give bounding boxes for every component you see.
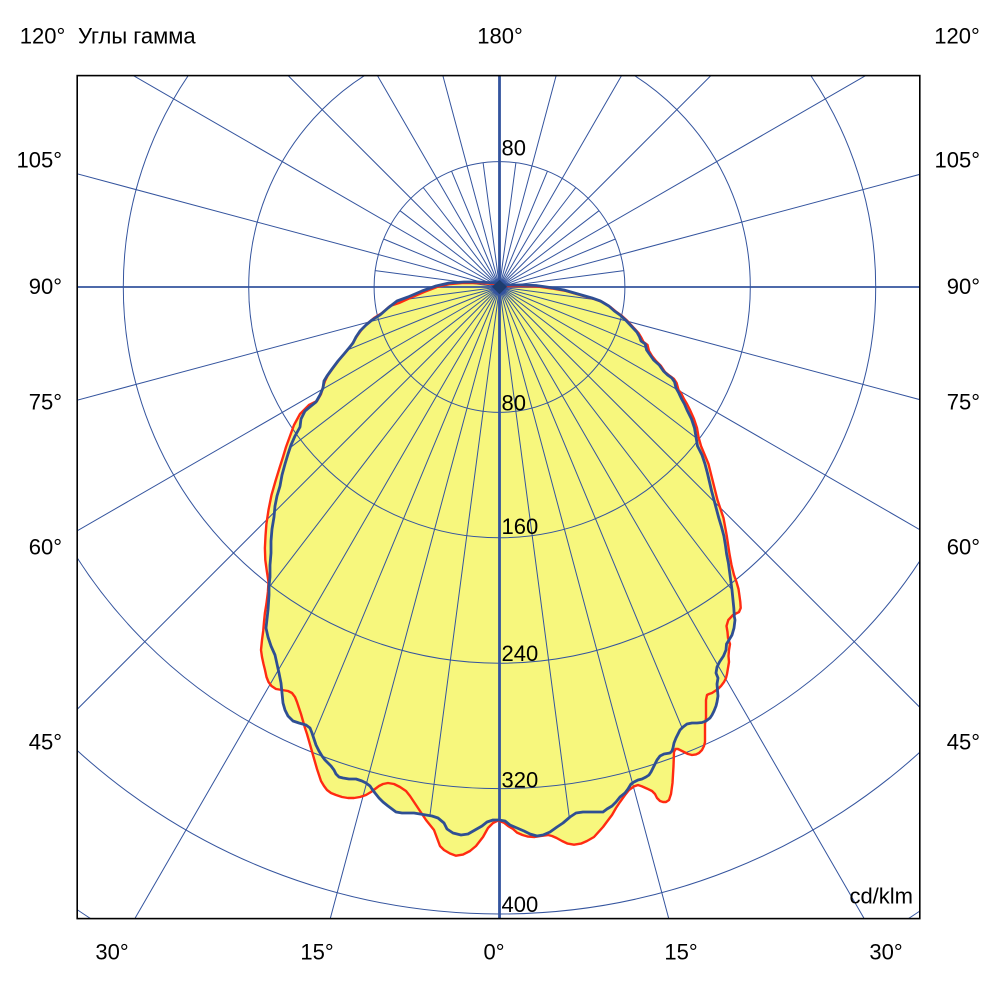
svg-text:30°: 30° <box>869 940 902 965</box>
svg-text:105°: 105° <box>934 148 980 173</box>
svg-text:45°: 45° <box>947 730 980 755</box>
svg-text:cd/klm: cd/klm <box>849 884 913 909</box>
svg-text:90°: 90° <box>947 274 980 299</box>
svg-text:90°: 90° <box>29 274 62 299</box>
svg-text:60°: 60° <box>29 535 62 560</box>
svg-text:120°: 120° <box>934 24 980 49</box>
svg-text:15°: 15° <box>300 940 333 965</box>
svg-text:120°: 120° <box>20 24 66 49</box>
svg-text:75°: 75° <box>947 390 980 415</box>
svg-text:30°: 30° <box>95 940 128 965</box>
svg-text:80: 80 <box>502 136 526 161</box>
svg-text:0°: 0° <box>483 940 504 965</box>
svg-text:160: 160 <box>502 514 539 539</box>
svg-text:320: 320 <box>502 768 539 793</box>
svg-text:105°: 105° <box>16 148 62 173</box>
svg-text:45°: 45° <box>29 730 62 755</box>
svg-text:75°: 75° <box>29 390 62 415</box>
svg-text:15°: 15° <box>664 940 697 965</box>
svg-text:400: 400 <box>502 892 539 917</box>
svg-text:Углы гамма: Углы гамма <box>78 24 196 49</box>
svg-text:60°: 60° <box>947 535 980 560</box>
svg-text:240: 240 <box>502 641 539 666</box>
svg-text:80: 80 <box>502 390 526 415</box>
svg-text:180°: 180° <box>477 24 523 49</box>
